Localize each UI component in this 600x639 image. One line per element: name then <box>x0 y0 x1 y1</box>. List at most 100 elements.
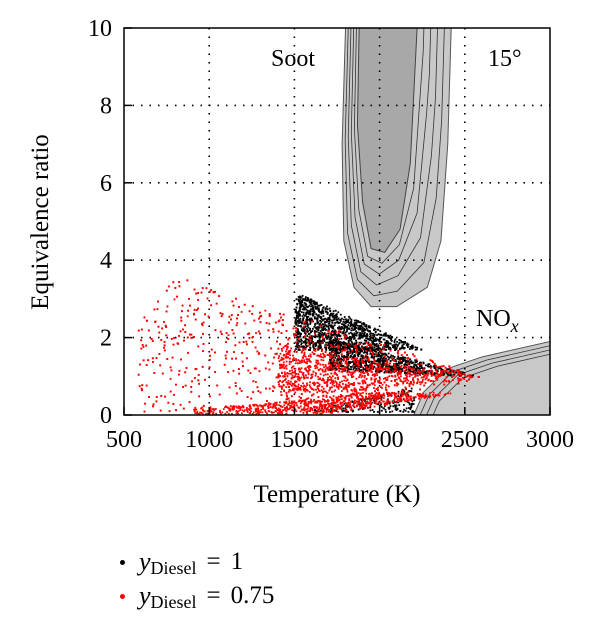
scatter-point-s0 <box>336 338 339 341</box>
scatter-point-s1 <box>368 367 371 370</box>
scatter-point-s1 <box>343 334 346 337</box>
scatter-point-s0 <box>381 366 384 368</box>
scatter-point-s0 <box>314 409 317 412</box>
scatter-point-s1 <box>254 410 257 413</box>
scatter-point-s1 <box>155 396 158 398</box>
scatter-point-s1 <box>314 405 317 408</box>
scatter-point-s1 <box>278 401 281 404</box>
scatter-point-s1 <box>253 367 256 370</box>
scatter-point-s0 <box>314 343 317 346</box>
scatter-point-s1 <box>346 371 349 374</box>
scatter-point-s0 <box>379 347 382 350</box>
scatter-point-s0 <box>296 303 299 306</box>
scatter-point-s1 <box>369 404 372 407</box>
scatter-point-s1 <box>197 379 200 382</box>
scatter-point-s1 <box>460 373 463 376</box>
scatter-point-s1 <box>360 395 363 397</box>
scatter-point-s0 <box>344 331 347 334</box>
scatter-point-s0 <box>323 328 326 331</box>
scatter-point-s1 <box>242 404 244 407</box>
scatter-point-s1 <box>344 348 347 350</box>
scatter-point-s0 <box>402 356 404 359</box>
scatter-point-s1 <box>449 371 452 374</box>
scatter-point-s1 <box>363 380 366 383</box>
scatter-point-s0 <box>386 341 389 344</box>
scatter-point-s1 <box>331 380 333 383</box>
scatter-point-s1 <box>469 376 472 379</box>
scatter-point-s0 <box>348 335 351 338</box>
scatter-point-s0 <box>327 336 330 339</box>
scatter-point-s0 <box>353 337 356 340</box>
scatter-point-s0 <box>344 355 347 358</box>
scatter-point-s0 <box>394 347 397 350</box>
scatter-point-s1 <box>303 384 306 387</box>
scatter-point-s1 <box>305 408 308 411</box>
scatter-point-s0 <box>374 328 377 331</box>
scatter-point-s0 <box>301 301 304 304</box>
scatter-point-s0 <box>331 364 334 367</box>
scatter-point-s0 <box>390 365 393 368</box>
scatter-point-s0 <box>415 364 418 367</box>
scatter-point-s1 <box>295 341 297 344</box>
scatter-point-s1 <box>181 310 183 313</box>
scatter-point-s0 <box>316 326 319 328</box>
scatter-point-s0 <box>381 361 384 364</box>
scatter-point-s1 <box>348 402 351 405</box>
scatter-point-s1 <box>281 410 284 413</box>
scatter-point-s1 <box>327 329 330 332</box>
scatter-point-s0 <box>413 365 415 368</box>
scatter-point-s0 <box>362 334 364 337</box>
scatter-point-s1 <box>376 396 379 399</box>
scatter-point-s1 <box>322 398 324 401</box>
scatter-point-s0 <box>338 334 341 337</box>
scatter-point-s0 <box>316 303 318 305</box>
scatter-point-s0 <box>356 331 359 334</box>
scatter-point-s1 <box>310 373 313 376</box>
scatter-point-s0 <box>354 369 357 372</box>
scatter-point-s0 <box>305 319 308 321</box>
scatter-point-s0 <box>320 333 323 336</box>
scatter-point-s0 <box>317 307 320 310</box>
scatter-point-s1 <box>285 398 288 401</box>
scatter-point-s0 <box>312 308 315 311</box>
scatter-point-s0 <box>313 347 315 350</box>
scatter-point-s0 <box>360 354 363 357</box>
scatter-point-s0 <box>377 328 380 331</box>
scatter-point-s1 <box>179 330 182 333</box>
scatter-point-s1 <box>347 373 350 376</box>
scatter-point-s1 <box>347 401 350 404</box>
scatter-point-s1 <box>306 412 309 415</box>
scatter-point-s0 <box>404 359 407 362</box>
scatter-point-s0 <box>386 393 389 395</box>
scatter-point-s1 <box>322 411 325 414</box>
scatter-point-s1 <box>313 349 315 351</box>
scatter-point-s1 <box>458 378 461 381</box>
scatter-point-s0 <box>360 324 363 327</box>
scatter-point-s1 <box>240 311 243 313</box>
scatter-point-s0 <box>331 363 334 366</box>
scatter-point-s1 <box>368 398 371 401</box>
scatter-point-s1 <box>384 386 387 389</box>
scatter-point-s1 <box>202 350 205 352</box>
scatter-point-s0 <box>369 326 372 329</box>
scatter-point-s1 <box>316 400 319 403</box>
scatter-point-s1 <box>174 287 177 289</box>
scatter-point-s1 <box>342 383 344 385</box>
scatter-point-s1 <box>375 377 378 380</box>
scatter-point-s0 <box>309 329 311 332</box>
scatter-point-s0 <box>391 358 394 361</box>
scatter-point-s0 <box>371 360 374 363</box>
scatter-point-s1 <box>236 410 239 413</box>
scatter-point-s0 <box>302 311 305 314</box>
scatter-point-s0 <box>345 411 348 413</box>
scatter-point-s0 <box>310 331 312 333</box>
scatter-point-s0 <box>370 353 373 356</box>
scatter-point-s0 <box>401 358 404 360</box>
scatter-point-s1 <box>438 365 441 368</box>
scatter-point-s0 <box>446 368 449 371</box>
scatter-point-s1 <box>380 402 383 405</box>
scatter-point-s1 <box>355 396 358 399</box>
scatter-point-s1 <box>326 383 329 386</box>
scatter-point-s0 <box>319 409 322 412</box>
scatter-point-s1 <box>293 404 296 407</box>
